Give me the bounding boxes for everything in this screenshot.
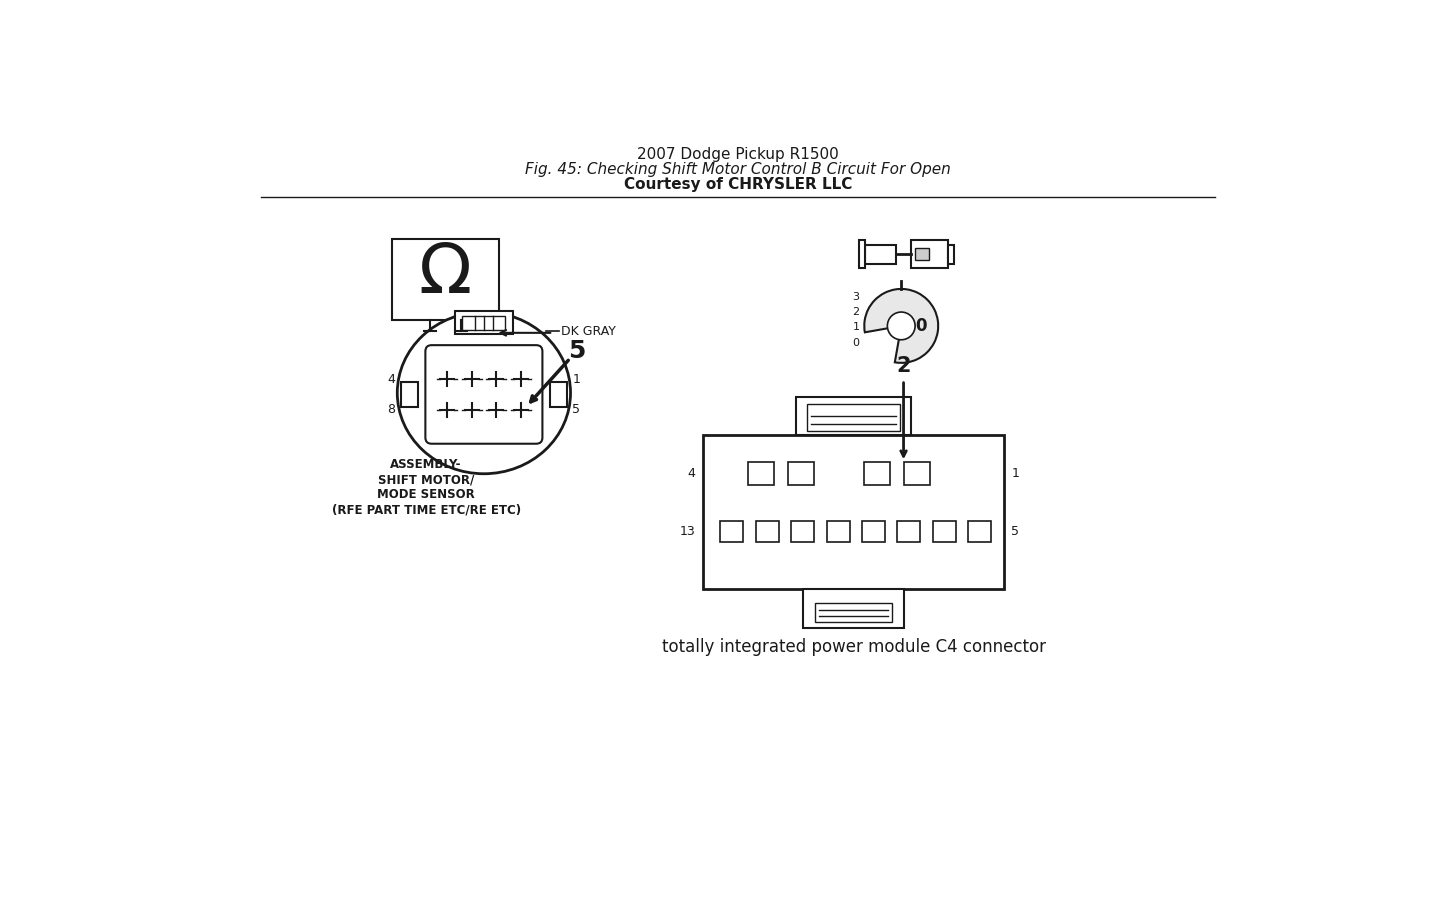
Bar <box>808 404 900 431</box>
Bar <box>897 521 920 542</box>
Text: 4: 4 <box>387 373 396 385</box>
Text: 0: 0 <box>916 317 927 335</box>
Bar <box>864 463 890 485</box>
Bar <box>903 463 930 485</box>
Text: 2007 Dodge Pickup R1500: 2007 Dodge Pickup R1500 <box>636 147 840 162</box>
Text: ASSEMBLY-
SHIFT MOTOR/
MODE SENSOR
(RFE PART TIME ETC/RE ETC): ASSEMBLY- SHIFT MOTOR/ MODE SENSOR (RFE … <box>331 458 521 517</box>
Bar <box>400 382 418 407</box>
Bar <box>865 245 896 264</box>
Bar <box>791 521 814 542</box>
Bar <box>804 590 903 628</box>
Bar <box>968 521 991 542</box>
Bar <box>455 311 513 335</box>
Text: 2: 2 <box>896 356 912 376</box>
Text: Ω: Ω <box>419 240 472 307</box>
Bar <box>392 238 500 320</box>
Bar <box>550 382 567 407</box>
Text: 2: 2 <box>852 307 860 317</box>
Text: DK GRAY: DK GRAY <box>562 325 616 338</box>
Bar <box>815 603 891 623</box>
Bar <box>858 240 865 268</box>
Bar <box>914 248 929 260</box>
Bar <box>788 463 814 485</box>
Wedge shape <box>864 289 939 363</box>
Bar <box>720 521 743 542</box>
Bar <box>703 436 1004 590</box>
Bar <box>948 245 955 264</box>
Text: 1: 1 <box>852 322 860 332</box>
Bar <box>827 521 850 542</box>
FancyBboxPatch shape <box>425 346 543 444</box>
Text: 1: 1 <box>572 373 580 385</box>
Text: 0: 0 <box>852 338 860 348</box>
Text: 5: 5 <box>572 403 580 417</box>
Text: Courtesy of CHRYSLER LLC: Courtesy of CHRYSLER LLC <box>624 177 852 193</box>
Text: 1: 1 <box>1011 467 1020 481</box>
Ellipse shape <box>397 312 570 473</box>
Text: 8: 8 <box>387 403 396 417</box>
Text: 4: 4 <box>688 467 696 481</box>
Bar <box>912 240 948 268</box>
Bar <box>863 521 886 542</box>
Bar <box>462 316 505 329</box>
Bar <box>933 521 956 542</box>
Text: 5: 5 <box>1011 525 1020 538</box>
Text: totally integrated power module C4 connector: totally integrated power module C4 conne… <box>661 638 1045 656</box>
Bar <box>796 397 912 436</box>
Text: 13: 13 <box>680 525 696 538</box>
Text: 3: 3 <box>852 292 860 302</box>
Bar <box>747 463 775 485</box>
Circle shape <box>887 312 914 340</box>
Text: 5: 5 <box>567 338 585 363</box>
Bar <box>756 521 779 542</box>
Text: Fig. 45: Checking Shift Motor Control B Circuit For Open: Fig. 45: Checking Shift Motor Control B … <box>526 162 950 177</box>
